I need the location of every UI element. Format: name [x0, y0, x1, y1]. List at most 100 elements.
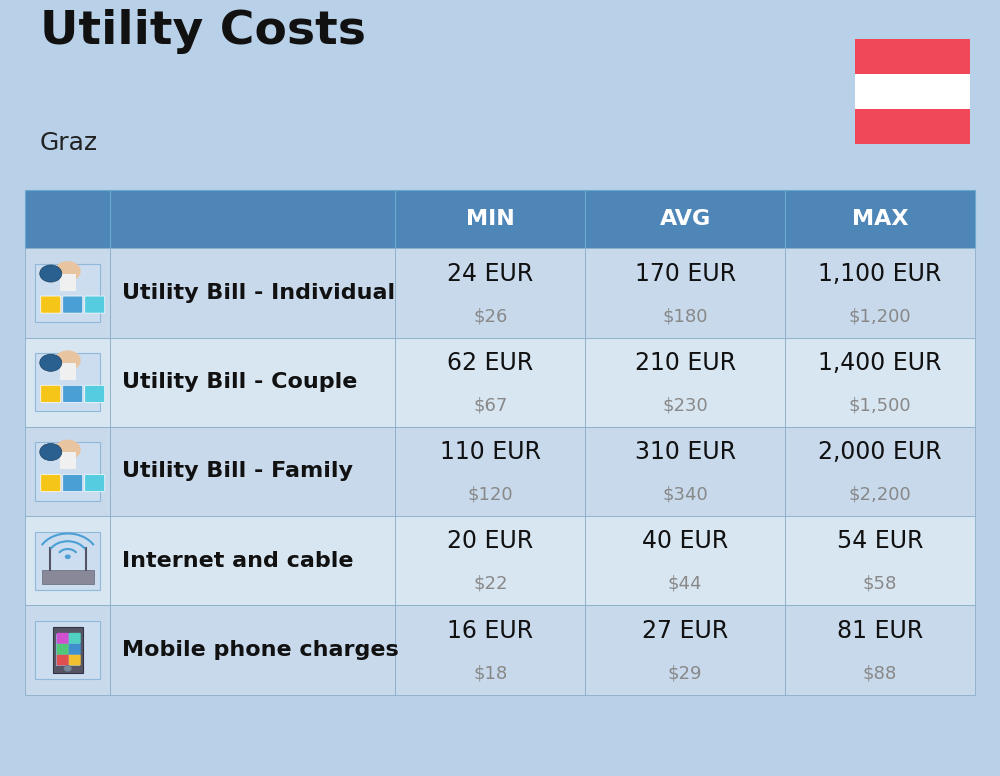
FancyBboxPatch shape	[785, 248, 975, 338]
Text: $18: $18	[473, 664, 508, 682]
FancyBboxPatch shape	[63, 385, 83, 402]
FancyBboxPatch shape	[585, 190, 785, 248]
FancyBboxPatch shape	[25, 248, 110, 338]
FancyBboxPatch shape	[41, 385, 61, 402]
FancyBboxPatch shape	[35, 532, 100, 590]
Text: Utility Bill - Family: Utility Bill - Family	[122, 462, 354, 481]
Text: $120: $120	[468, 486, 513, 504]
FancyBboxPatch shape	[585, 248, 785, 338]
FancyBboxPatch shape	[35, 621, 100, 679]
FancyBboxPatch shape	[395, 516, 585, 605]
Text: 24 EUR: 24 EUR	[447, 262, 534, 286]
Text: Mobile phone charges: Mobile phone charges	[122, 640, 399, 660]
Circle shape	[55, 350, 81, 370]
FancyBboxPatch shape	[56, 633, 80, 666]
FancyBboxPatch shape	[41, 474, 61, 492]
FancyBboxPatch shape	[53, 627, 83, 673]
FancyBboxPatch shape	[57, 632, 69, 644]
Text: $58: $58	[863, 575, 897, 593]
Circle shape	[40, 354, 62, 371]
FancyBboxPatch shape	[395, 427, 585, 516]
FancyBboxPatch shape	[57, 643, 69, 654]
Text: Utility Bill - Couple: Utility Bill - Couple	[122, 372, 358, 392]
FancyBboxPatch shape	[69, 632, 81, 644]
FancyBboxPatch shape	[57, 654, 69, 665]
FancyBboxPatch shape	[585, 338, 785, 427]
Text: Utility Bill - Individual: Utility Bill - Individual	[122, 283, 396, 303]
FancyBboxPatch shape	[60, 273, 76, 290]
Text: $26: $26	[473, 307, 508, 325]
Text: 81 EUR: 81 EUR	[837, 618, 923, 643]
Text: 310 EUR: 310 EUR	[635, 440, 736, 464]
FancyBboxPatch shape	[63, 296, 83, 313]
FancyBboxPatch shape	[855, 39, 970, 74]
Text: 1,400 EUR: 1,400 EUR	[818, 351, 942, 375]
FancyBboxPatch shape	[85, 296, 105, 313]
FancyBboxPatch shape	[41, 296, 61, 313]
FancyBboxPatch shape	[63, 474, 83, 492]
Text: AVG: AVG	[660, 210, 711, 229]
Text: $1,200: $1,200	[849, 307, 911, 325]
FancyBboxPatch shape	[395, 338, 585, 427]
FancyBboxPatch shape	[855, 109, 970, 144]
Text: $22: $22	[473, 575, 508, 593]
FancyBboxPatch shape	[25, 516, 110, 605]
FancyBboxPatch shape	[585, 427, 785, 516]
Text: 40 EUR: 40 EUR	[642, 529, 728, 553]
Text: $67: $67	[473, 397, 508, 414]
Circle shape	[40, 265, 62, 282]
Circle shape	[65, 554, 71, 559]
Text: 110 EUR: 110 EUR	[440, 440, 541, 464]
Text: 1,100 EUR: 1,100 EUR	[818, 262, 942, 286]
Text: $340: $340	[662, 486, 708, 504]
FancyBboxPatch shape	[785, 605, 975, 695]
Text: $1,500: $1,500	[849, 397, 911, 414]
FancyBboxPatch shape	[585, 516, 785, 605]
FancyBboxPatch shape	[110, 190, 395, 248]
FancyBboxPatch shape	[85, 385, 105, 402]
Text: Graz: Graz	[40, 131, 98, 155]
FancyBboxPatch shape	[395, 190, 585, 248]
FancyBboxPatch shape	[110, 248, 395, 338]
Text: MIN: MIN	[466, 210, 515, 229]
Text: 210 EUR: 210 EUR	[635, 351, 736, 375]
FancyBboxPatch shape	[25, 190, 110, 248]
FancyBboxPatch shape	[855, 74, 970, 109]
FancyBboxPatch shape	[35, 442, 100, 501]
Text: $44: $44	[668, 575, 702, 593]
Text: $29: $29	[668, 664, 702, 682]
FancyBboxPatch shape	[60, 452, 76, 469]
FancyBboxPatch shape	[585, 605, 785, 695]
FancyBboxPatch shape	[395, 605, 585, 695]
FancyBboxPatch shape	[69, 654, 81, 665]
FancyBboxPatch shape	[85, 474, 105, 492]
FancyBboxPatch shape	[42, 570, 94, 584]
Text: 54 EUR: 54 EUR	[837, 529, 923, 553]
Circle shape	[55, 261, 81, 281]
Text: Internet and cable: Internet and cable	[122, 551, 354, 570]
FancyBboxPatch shape	[35, 353, 100, 411]
Text: $88: $88	[863, 664, 897, 682]
FancyBboxPatch shape	[25, 338, 110, 427]
Text: $180: $180	[662, 307, 708, 325]
FancyBboxPatch shape	[110, 338, 395, 427]
Text: Utility Costs: Utility Costs	[40, 9, 366, 54]
Text: 62 EUR: 62 EUR	[447, 351, 534, 375]
FancyBboxPatch shape	[25, 605, 110, 695]
FancyBboxPatch shape	[110, 516, 395, 605]
Text: MAX: MAX	[852, 210, 908, 229]
FancyBboxPatch shape	[110, 427, 395, 516]
Text: 20 EUR: 20 EUR	[447, 529, 534, 553]
FancyBboxPatch shape	[60, 362, 76, 379]
Text: $2,200: $2,200	[849, 486, 911, 504]
FancyBboxPatch shape	[785, 338, 975, 427]
FancyBboxPatch shape	[395, 248, 585, 338]
Text: 27 EUR: 27 EUR	[642, 618, 728, 643]
FancyBboxPatch shape	[69, 643, 81, 654]
FancyBboxPatch shape	[35, 264, 100, 322]
FancyBboxPatch shape	[785, 516, 975, 605]
FancyBboxPatch shape	[785, 190, 975, 248]
Circle shape	[55, 439, 81, 459]
Text: 2,000 EUR: 2,000 EUR	[818, 440, 942, 464]
FancyBboxPatch shape	[110, 605, 395, 695]
